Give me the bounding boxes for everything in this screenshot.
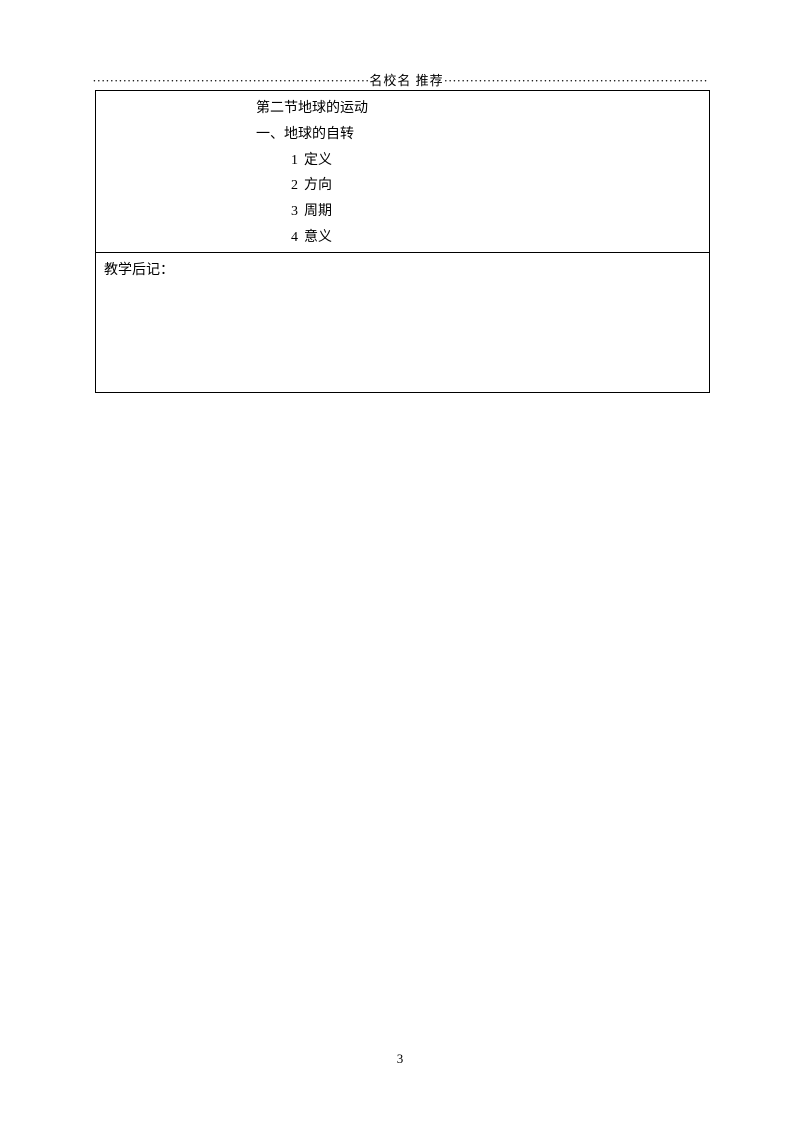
outline-item-text: 意义 xyxy=(304,230,332,245)
outline-item-num: 4 xyxy=(284,226,298,250)
outline-item-text: 定义 xyxy=(304,153,332,168)
table-row: 第二节地球的运动 一、地球的自转 1 定义 2 方向 3 周期 4 意义 xyxy=(96,91,710,253)
notes-cell: 教学后记： xyxy=(96,252,710,392)
outline-item-num: 1 xyxy=(284,149,298,173)
content-table: 第二节地球的运动 一、地球的自转 1 定义 2 方向 3 周期 4 意义 教学后记： xyxy=(95,90,710,393)
outline-item: 2 方向 xyxy=(256,174,709,198)
notes-label: 教学后记： xyxy=(96,253,709,285)
outline-title: 第二节地球的运动 xyxy=(256,97,709,121)
outline-block: 第二节地球的运动 一、地球的自转 1 定义 2 方向 3 周期 4 意义 xyxy=(96,91,709,250)
outline-item-text: 周期 xyxy=(304,204,332,219)
outline-item-num: 3 xyxy=(284,200,298,224)
outline-subtitle: 一、地球的自转 xyxy=(256,123,709,147)
outline-item-num: 2 xyxy=(284,174,298,198)
page-number: 3 xyxy=(0,1051,800,1067)
header-dots-left: ········································… xyxy=(92,73,369,88)
outline-cell: 第二节地球的运动 一、地球的自转 1 定义 2 方向 3 周期 4 意义 xyxy=(96,91,710,253)
outline-item-text: 方向 xyxy=(304,178,332,193)
page-header: ········································… xyxy=(0,70,800,89)
outline-item: 1 定义 xyxy=(256,149,709,173)
outline-item: 3 周期 xyxy=(256,200,709,224)
table-row: 教学后记： xyxy=(96,252,710,392)
header-dots-right: ········································… xyxy=(444,73,708,88)
header-title: 名校名 推荐 xyxy=(369,73,443,88)
outline-item: 4 意义 xyxy=(256,226,709,250)
